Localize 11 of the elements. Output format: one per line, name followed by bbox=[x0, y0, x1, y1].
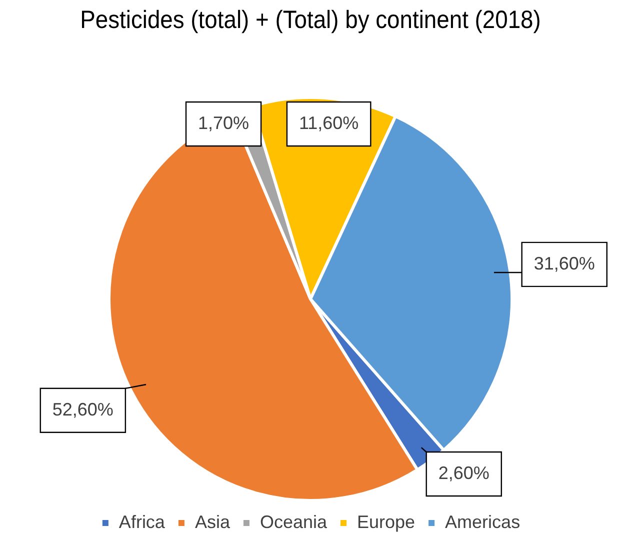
legend-label: Americas bbox=[445, 512, 520, 532]
data-label: 11,60% bbox=[298, 112, 359, 133]
chart-title: Pesticides (total) + (Total) by continent (2018) bbox=[80, 6, 541, 34]
legend-label: Europe bbox=[357, 512, 416, 532]
legend-label: Africa bbox=[118, 512, 166, 532]
data-label: 52,60% bbox=[52, 399, 114, 420]
data-label: 31,60% bbox=[534, 253, 595, 274]
data-label: 2,60% bbox=[438, 462, 490, 483]
legend-label: Asia bbox=[194, 512, 231, 532]
data-label: 1,70% bbox=[198, 112, 250, 133]
legend-label: Oceania bbox=[260, 512, 328, 532]
